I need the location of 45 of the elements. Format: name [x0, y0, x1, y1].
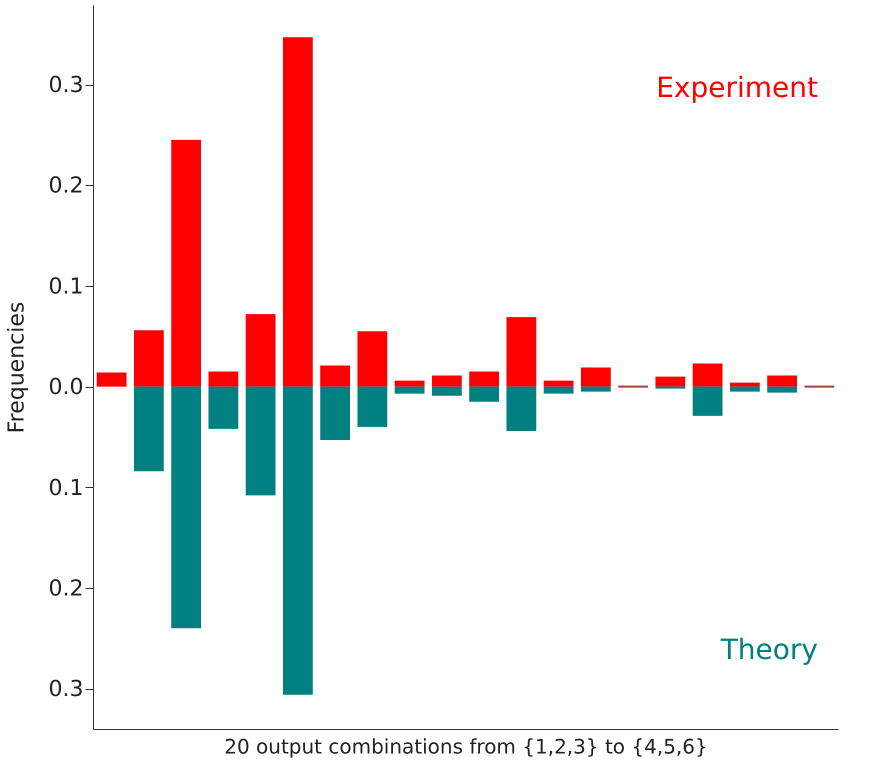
bar — [767, 376, 798, 387]
y-tick-label: 0.3 — [48, 73, 84, 98]
bar — [506, 386, 536, 431]
bar — [171, 140, 202, 387]
bar — [357, 331, 388, 387]
bar — [580, 386, 611, 392]
bar — [246, 314, 276, 387]
y-tick-label: 0.1 — [48, 476, 84, 501]
bar — [730, 382, 760, 387]
bar — [134, 330, 164, 387]
y-axis-title: Frequencies — [4, 302, 30, 434]
bar — [320, 386, 350, 440]
bar — [655, 376, 686, 387]
bar — [171, 386, 202, 628]
bar — [544, 386, 574, 394]
text: Theory — [720, 633, 818, 666]
y-tick-label: 0.3 — [48, 677, 84, 702]
x-axis-title: 20 output combinations from {1,2,3} to {4,5,6} — [224, 734, 708, 758]
bar — [692, 363, 723, 387]
bar — [208, 386, 238, 429]
bar — [394, 386, 425, 394]
bar — [208, 372, 238, 387]
text: Experiment — [656, 71, 818, 104]
bar — [469, 372, 500, 387]
bar — [357, 386, 388, 427]
bar — [432, 376, 462, 387]
y-tick-label: 0.2 — [48, 174, 84, 199]
bar — [469, 386, 500, 402]
bar — [320, 365, 350, 387]
bar — [282, 37, 313, 387]
bar — [506, 317, 536, 387]
bar — [282, 386, 313, 695]
bar — [580, 368, 611, 387]
y-tick-label: 0.1 — [48, 274, 84, 300]
bar — [692, 386, 723, 416]
bar — [96, 372, 127, 387]
bar — [394, 380, 425, 387]
bar — [432, 386, 462, 396]
bar — [767, 386, 798, 393]
bar — [134, 386, 164, 472]
y-tick-label: 0.0 — [48, 375, 84, 400]
y-tick-label: 0.2 — [48, 576, 84, 602]
bar — [246, 386, 276, 496]
bar — [730, 386, 760, 392]
bar — [544, 380, 574, 387]
